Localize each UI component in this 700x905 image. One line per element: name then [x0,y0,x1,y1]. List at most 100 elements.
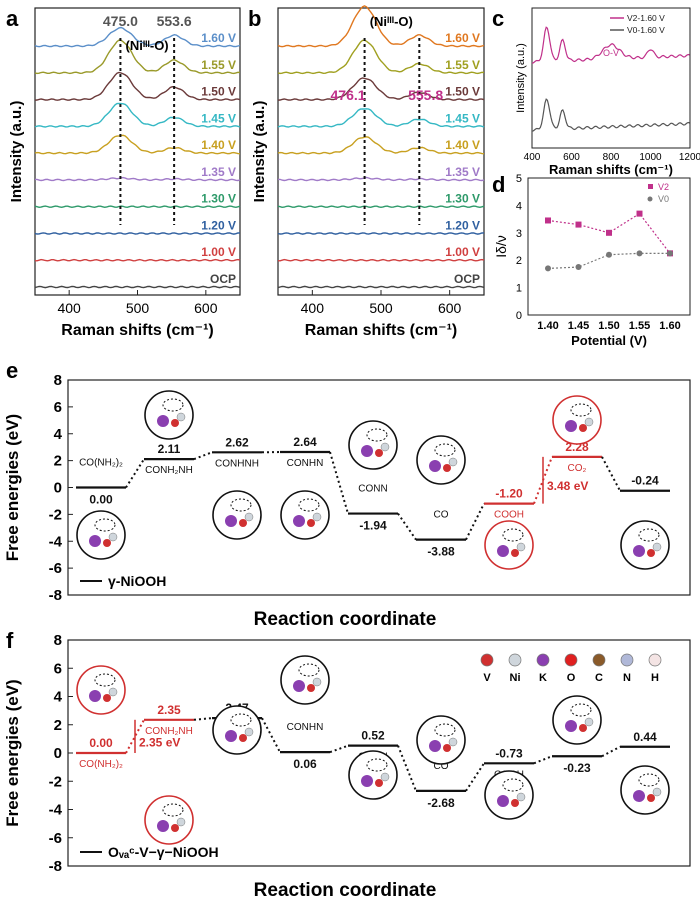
atom-o [443,744,451,752]
y-axis-label: Free energies (eV) [3,414,22,561]
panel-label-a: a [6,6,19,31]
atom-o [103,694,111,702]
series-label: 1.55 V [445,58,480,72]
structure-inset [280,490,330,540]
atom-ni [652,542,662,552]
atom-o [171,824,179,832]
atom-legend-label: O [567,672,576,684]
atom-o [103,539,111,547]
barrier-label: 3.48 eV [547,479,588,493]
series-label: 1.20 V [445,218,480,232]
series-label: 1.30 V [445,192,480,206]
y-tick-label: 2 [516,255,522,267]
adsorbate-marker [434,443,456,457]
atom-ni [108,532,118,542]
atom-k [157,820,169,832]
atom-k [497,795,509,807]
state-label: CONH₂NH [145,726,193,737]
data-point [636,210,643,217]
peak-value-label: 475.0 [103,13,138,29]
x-axis-label: Raman shifts (cm⁻¹) [305,322,457,339]
peak-annotation: (Niᴵᴵᴵ-O) [125,38,168,53]
atom-ni [448,457,458,467]
x-tick-label: 400 [524,152,541,163]
spectrum-line [34,102,241,128]
x-tick-label: 1.55 [629,320,650,332]
state-label: CO [434,510,449,521]
energy-value-label: -1.94 [359,519,387,533]
atom-legend-label: V [483,672,491,684]
series-label: 1.20 V [201,218,236,232]
y-axis-label: Intensity (a.u.) [515,43,527,113]
atom-legend-swatch [592,653,606,667]
x-tick-label: 600 [194,300,218,316]
reaction-path-connector [261,717,281,753]
structure-inset [484,770,534,820]
atom-k [361,775,373,787]
structure-inset [348,420,398,470]
atom-ni [516,542,526,552]
structure-inset [144,390,194,440]
plot-frame [531,7,691,149]
structure-inset [620,765,670,815]
atom-o [443,464,451,472]
state-label: CO(NH₂)₂ [79,759,123,770]
adsorbate-marker [94,673,116,687]
panel-label-c: c [492,6,504,31]
atom-k [225,515,237,527]
adsorbate-marker [298,663,320,677]
atom-ni [176,817,186,827]
y-tick-label: 6 [54,660,62,677]
x-tick-label: 500 [126,300,150,316]
atom-legend-swatch [620,653,634,667]
atom-ni [448,737,458,747]
peak-annotation: (Niᴵᴵᴵ-O) [370,14,413,29]
y-tick-label: 2 [54,453,62,470]
adsorbate-marker [570,703,592,717]
x-tick-label: 1.60 [659,320,680,332]
spectrum-line [34,39,241,75]
series-label: 1.45 V [201,111,236,125]
state-label: CONHN [287,458,324,469]
spectrum-line [34,232,241,235]
energy-value-label: 0.52 [361,729,385,743]
energy-value-label: 2.62 [225,435,249,449]
adsorbate-marker [162,398,184,412]
atom-ni [652,787,662,797]
adsorbate-marker [230,498,252,512]
atom-ni [108,687,118,697]
x-tick-label: 600 [438,300,462,316]
data-point [545,265,551,272]
reaction-path-connector [397,513,417,541]
reaction-path-connector [601,745,621,758]
series-label: OCP [454,272,480,286]
y-tick-label: 4 [54,426,63,443]
y-tick-label: 8 [54,372,62,389]
y-tick-label: -4 [49,802,63,819]
panel-f-energy-diagram: -8 -6 -4 -2 0 2 4 6 8 Free energies (eV) Reaction … [3,632,691,901]
barrier-label: 2.35 eV [139,735,180,749]
y-tick-label: 4 [54,689,63,706]
spectrum-line [277,39,485,75]
y-axis-label: Iδ/ν [493,235,509,258]
structure-inset [484,520,534,570]
atom-k [293,515,305,527]
data-point [575,264,582,271]
spectrum-line [277,205,485,209]
reaction-path-connector [601,456,621,492]
panel-label-f: f [6,628,14,653]
adsorbate-marker [230,713,252,727]
adsorbate-marker [94,518,116,532]
energy-value-label: 2.35 [157,703,181,717]
atom-legend-swatch [508,653,522,667]
y-tick-label: 4 [516,200,522,212]
series-label: 1.35 V [201,165,236,179]
atom-legend-label: N [623,672,631,684]
energy-value-label: 0.44 [633,730,657,744]
y-tick-label: -8 [49,858,62,875]
structure-inset [212,490,262,540]
atom-ni [244,512,254,522]
panel-label-b: b [248,6,261,31]
reaction-path-connector [329,744,349,754]
y-tick-label: -6 [49,560,62,577]
